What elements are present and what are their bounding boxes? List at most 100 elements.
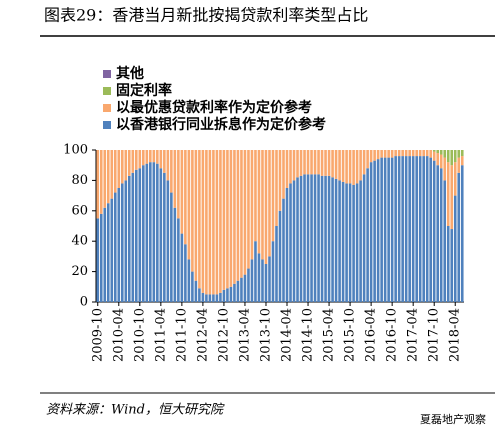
bar-segment <box>250 259 254 302</box>
bar-segment <box>138 150 142 169</box>
bar-segment <box>99 150 103 214</box>
bar-segment <box>408 150 411 157</box>
bar-segment <box>432 151 436 161</box>
bar-segment <box>369 162 373 302</box>
bar-segment <box>299 175 303 302</box>
bar-segment <box>341 181 345 302</box>
bar-segment <box>261 259 264 302</box>
bar-segment <box>254 150 257 242</box>
bar-segment <box>103 207 107 302</box>
x-tick-label: 2017-10 <box>427 308 442 362</box>
bar-segment <box>453 162 457 196</box>
bar-segment <box>334 178 338 302</box>
bar-segment <box>303 174 306 302</box>
bar-segment <box>439 150 443 155</box>
bar-segment <box>166 180 170 302</box>
bar-segment <box>450 165 454 230</box>
bar-segment <box>205 150 208 295</box>
bar-segment <box>229 150 233 287</box>
bar-segment <box>117 150 121 188</box>
bar-segment <box>201 292 205 302</box>
bar-segment <box>436 153 440 166</box>
bar-segment <box>425 150 429 157</box>
bar-segment <box>443 180 447 302</box>
bar-segment <box>194 280 198 302</box>
bar-segment <box>394 150 397 157</box>
bar-segment <box>397 156 401 302</box>
bar-segment <box>313 150 317 175</box>
legend-label: 其他 <box>116 65 144 82</box>
bar-segment <box>106 150 110 204</box>
bar-segment <box>124 180 128 302</box>
bar-segment <box>296 150 299 178</box>
x-tick-label: 2010-04 <box>111 308 126 362</box>
chart-title: 图表29：香港当月新批按揭贷款利率类型占比 <box>44 6 368 25</box>
bar-segment <box>152 162 156 302</box>
bar-segment <box>376 159 380 302</box>
bar-segment <box>289 183 292 302</box>
bar-segment <box>99 213 103 302</box>
x-tick-label: 2014-10 <box>301 308 316 362</box>
bar-segment <box>362 150 366 175</box>
bar-segment <box>173 150 177 208</box>
bar-segment <box>205 294 208 302</box>
bar-segment <box>404 156 408 302</box>
bar-segment <box>278 150 282 211</box>
legend-swatch <box>103 121 111 129</box>
bar-segment <box>376 150 380 160</box>
bar-segment <box>226 288 229 302</box>
bar-segment <box>243 150 247 275</box>
bar-segment <box>170 192 173 302</box>
x-tick-label: 2012-10 <box>216 308 231 362</box>
bar-segment <box>96 218 100 302</box>
watermark: 夏磊地产观察 <box>420 412 486 426</box>
bar-segment <box>233 150 236 284</box>
bar-segment <box>166 150 170 181</box>
bar-segment <box>345 150 348 184</box>
bar-segment <box>306 174 310 302</box>
bar-segment <box>264 150 268 264</box>
bar-segment <box>282 150 285 199</box>
bar-segment <box>135 150 138 170</box>
bar-segment <box>142 150 145 166</box>
bar-segment <box>163 172 166 302</box>
bar-segment <box>187 150 191 260</box>
bar-segment <box>446 226 450 302</box>
bar-segment <box>373 150 376 161</box>
bar-segment <box>285 188 289 302</box>
bar-segment <box>271 150 275 242</box>
bar-segment <box>362 174 366 302</box>
x-tick-label: 2013-04 <box>237 308 252 362</box>
bar-segment <box>425 156 429 302</box>
bar-segment <box>145 150 149 164</box>
bar-segment <box>352 184 355 302</box>
legend-label: 以最优惠贷款利率作为定价参考 <box>116 99 312 116</box>
legend-swatch <box>103 87 111 95</box>
bar-segment <box>275 226 278 302</box>
bar-segment <box>159 150 163 169</box>
bar-segment <box>257 253 261 302</box>
bar-segment <box>327 150 331 176</box>
bar-segment <box>177 218 180 302</box>
bar-segment <box>299 150 303 176</box>
x-tick-label: 2014-04 <box>280 308 295 362</box>
bar-segment <box>397 150 401 157</box>
y-tick-label: 0 <box>80 295 88 310</box>
bar-segment <box>282 198 285 302</box>
bar-segment <box>198 150 201 289</box>
bar-segment <box>446 162 450 226</box>
bar-segment <box>110 198 114 302</box>
bar-segment <box>436 150 440 154</box>
bar-segment <box>331 177 334 302</box>
bar-segment <box>404 150 408 157</box>
bar-segment <box>152 150 156 163</box>
bar-segment <box>443 157 447 181</box>
x-tick-label: 2013-10 <box>258 308 273 362</box>
y-tick-label: 80 <box>71 173 88 188</box>
bar-segment <box>450 229 454 302</box>
bar-segment <box>138 168 142 302</box>
bar-segment <box>460 156 464 166</box>
bar-segment <box>453 195 457 302</box>
bar-segment <box>324 150 327 176</box>
